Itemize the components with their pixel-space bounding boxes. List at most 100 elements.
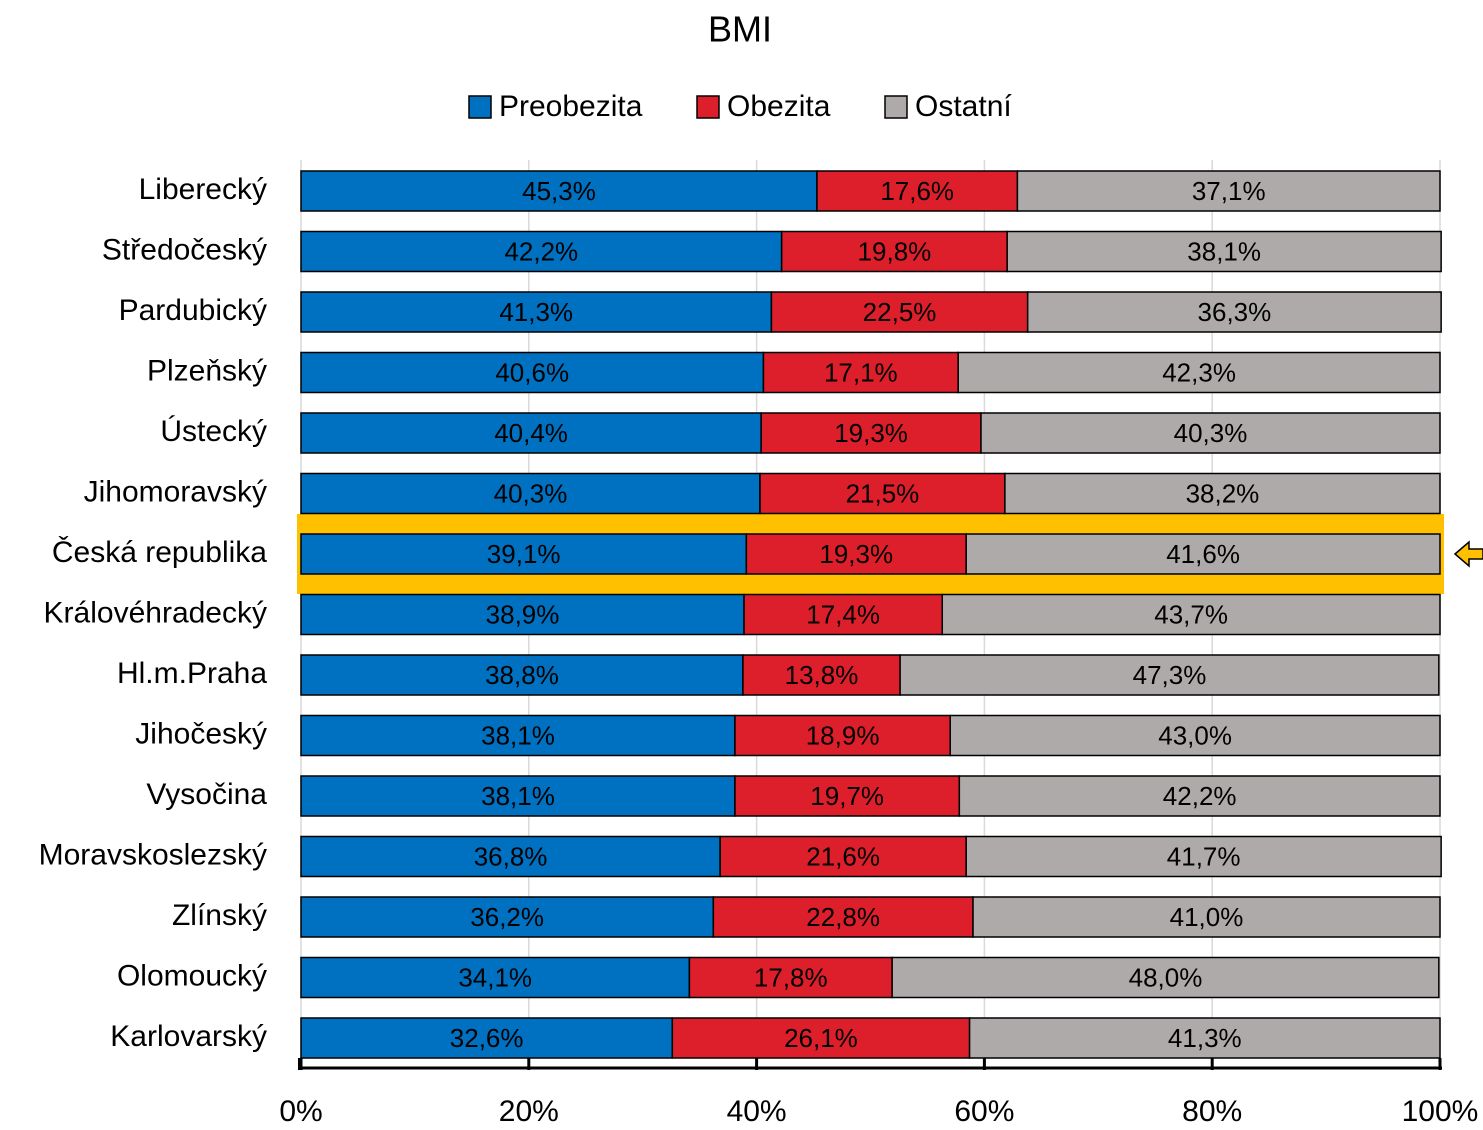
highlight-arrow	[1453, 540, 1483, 568]
bar-segment	[968, 1017, 1441, 1059]
bar-segment	[734, 775, 961, 817]
value-label: 41,3%	[499, 297, 573, 327]
value-label: 41,3%	[1168, 1023, 1242, 1053]
bar-segment	[891, 956, 1440, 999]
x-tick-label: 0%	[279, 1095, 322, 1128]
bar-segment	[972, 896, 1441, 938]
value-label: 32,6%	[450, 1023, 524, 1053]
value-label: 38,8%	[485, 660, 559, 690]
bar-segment	[949, 714, 1441, 757]
value-label: 19,8%	[858, 236, 932, 266]
bar-segment	[759, 472, 1006, 515]
value-label: 41,6%	[1166, 539, 1240, 569]
bar-segment	[742, 654, 901, 696]
value-label: 21,6%	[806, 841, 880, 871]
y-tick-label: Česká republika	[52, 535, 267, 569]
y-tick-label: Karlovarský	[110, 1020, 267, 1053]
bar-segment	[300, 1017, 674, 1059]
legend-label: Ostatní	[915, 90, 1012, 123]
value-label: 42,3%	[1162, 357, 1236, 387]
x-tick-label: 20%	[499, 1095, 559, 1128]
bar-segment	[1026, 291, 1442, 333]
value-label: 13,8%	[785, 660, 859, 690]
value-label: 36,8%	[474, 841, 548, 871]
bar-segment	[300, 896, 715, 938]
value-label: 36,2%	[470, 902, 544, 932]
bar-segment	[816, 170, 1019, 212]
bar-segment	[899, 654, 1440, 696]
bar-segment	[300, 593, 745, 636]
value-label: 36,3%	[1198, 297, 1272, 327]
value-label: 17,8%	[754, 962, 828, 992]
value-label: 19,7%	[810, 781, 884, 811]
bar-segment	[965, 835, 1442, 878]
bar-segment	[980, 412, 1441, 454]
value-label: 26,1%	[784, 1023, 858, 1053]
value-label: 38,2%	[1186, 478, 1260, 508]
value-label: 38,1%	[1187, 236, 1261, 266]
value-label: 37,1%	[1192, 176, 1266, 206]
value-label: 19,3%	[834, 418, 908, 448]
value-label: 17,1%	[824, 357, 898, 387]
bar-segment	[743, 593, 944, 636]
y-tick-label: Plzeňský	[147, 354, 267, 387]
y-tick-label: Hl.m.Praha	[117, 657, 267, 690]
bar-segment	[300, 291, 773, 333]
legend-label: Obezita	[727, 90, 831, 123]
value-label: 22,5%	[863, 297, 937, 327]
value-label: 17,6%	[880, 176, 954, 206]
y-tick-label: Zlínský	[172, 899, 267, 932]
y-tick-label: Ústecký	[160, 415, 267, 448]
chart-title: BMI	[708, 9, 772, 50]
value-label: 43,0%	[1158, 720, 1232, 750]
y-tick-label: Olomoucký	[117, 959, 267, 992]
value-label: 34,1%	[458, 962, 532, 992]
y-tick-label: Moravskoslezský	[39, 838, 267, 871]
legend-swatch	[468, 95, 492, 119]
bar-segment	[965, 533, 1441, 575]
value-label: 45,3%	[522, 176, 596, 206]
value-label: 47,3%	[1133, 660, 1207, 690]
y-tick-label: Středočeský	[102, 233, 267, 266]
value-label: 42,2%	[1163, 781, 1237, 811]
bar-segment	[300, 412, 762, 454]
bar-segment	[762, 351, 959, 394]
bar-segment	[300, 533, 748, 575]
bar-segment	[780, 230, 1008, 273]
y-tick-label: Vysočina	[146, 778, 267, 811]
value-label: 48,0%	[1129, 962, 1203, 992]
value-label: 19,3%	[819, 539, 893, 569]
value-label: 42,2%	[504, 236, 578, 266]
value-label: 17,4%	[806, 599, 880, 629]
bar-segment	[300, 835, 721, 878]
value-label: 41,7%	[1167, 841, 1241, 871]
legend-swatch	[696, 95, 720, 119]
value-label: 40,4%	[494, 418, 568, 448]
value-label: 40,6%	[495, 357, 569, 387]
bar-segment	[770, 291, 1029, 333]
y-tick-label: Jihomoravský	[84, 475, 267, 508]
bar-segment	[300, 956, 691, 999]
value-label: 18,9%	[806, 720, 880, 750]
bar-segment	[300, 654, 744, 696]
y-tick-label: Pardubický	[119, 294, 267, 327]
value-label: 21,5%	[846, 478, 920, 508]
legend-swatch	[884, 95, 908, 119]
x-tick-label: 100%	[1402, 1095, 1479, 1128]
y-tick-label: Jihočeský	[135, 717, 267, 750]
bar-segment	[300, 230, 783, 273]
x-tick-label: 80%	[1182, 1095, 1242, 1128]
value-label: 39,1%	[487, 539, 561, 569]
value-label: 22,8%	[806, 902, 880, 932]
bar-segment	[300, 351, 765, 394]
bar-segment	[957, 351, 1441, 394]
x-tick-label: 40%	[727, 1095, 787, 1128]
value-label: 40,3%	[494, 478, 568, 508]
value-label: 40,3%	[1174, 418, 1248, 448]
bar-segment	[300, 714, 736, 757]
value-label: 41,0%	[1170, 902, 1244, 932]
y-tick-label: Královéhradecký	[44, 596, 267, 629]
bar-segment	[941, 593, 1441, 636]
legend-label: Preobezita	[499, 90, 643, 123]
